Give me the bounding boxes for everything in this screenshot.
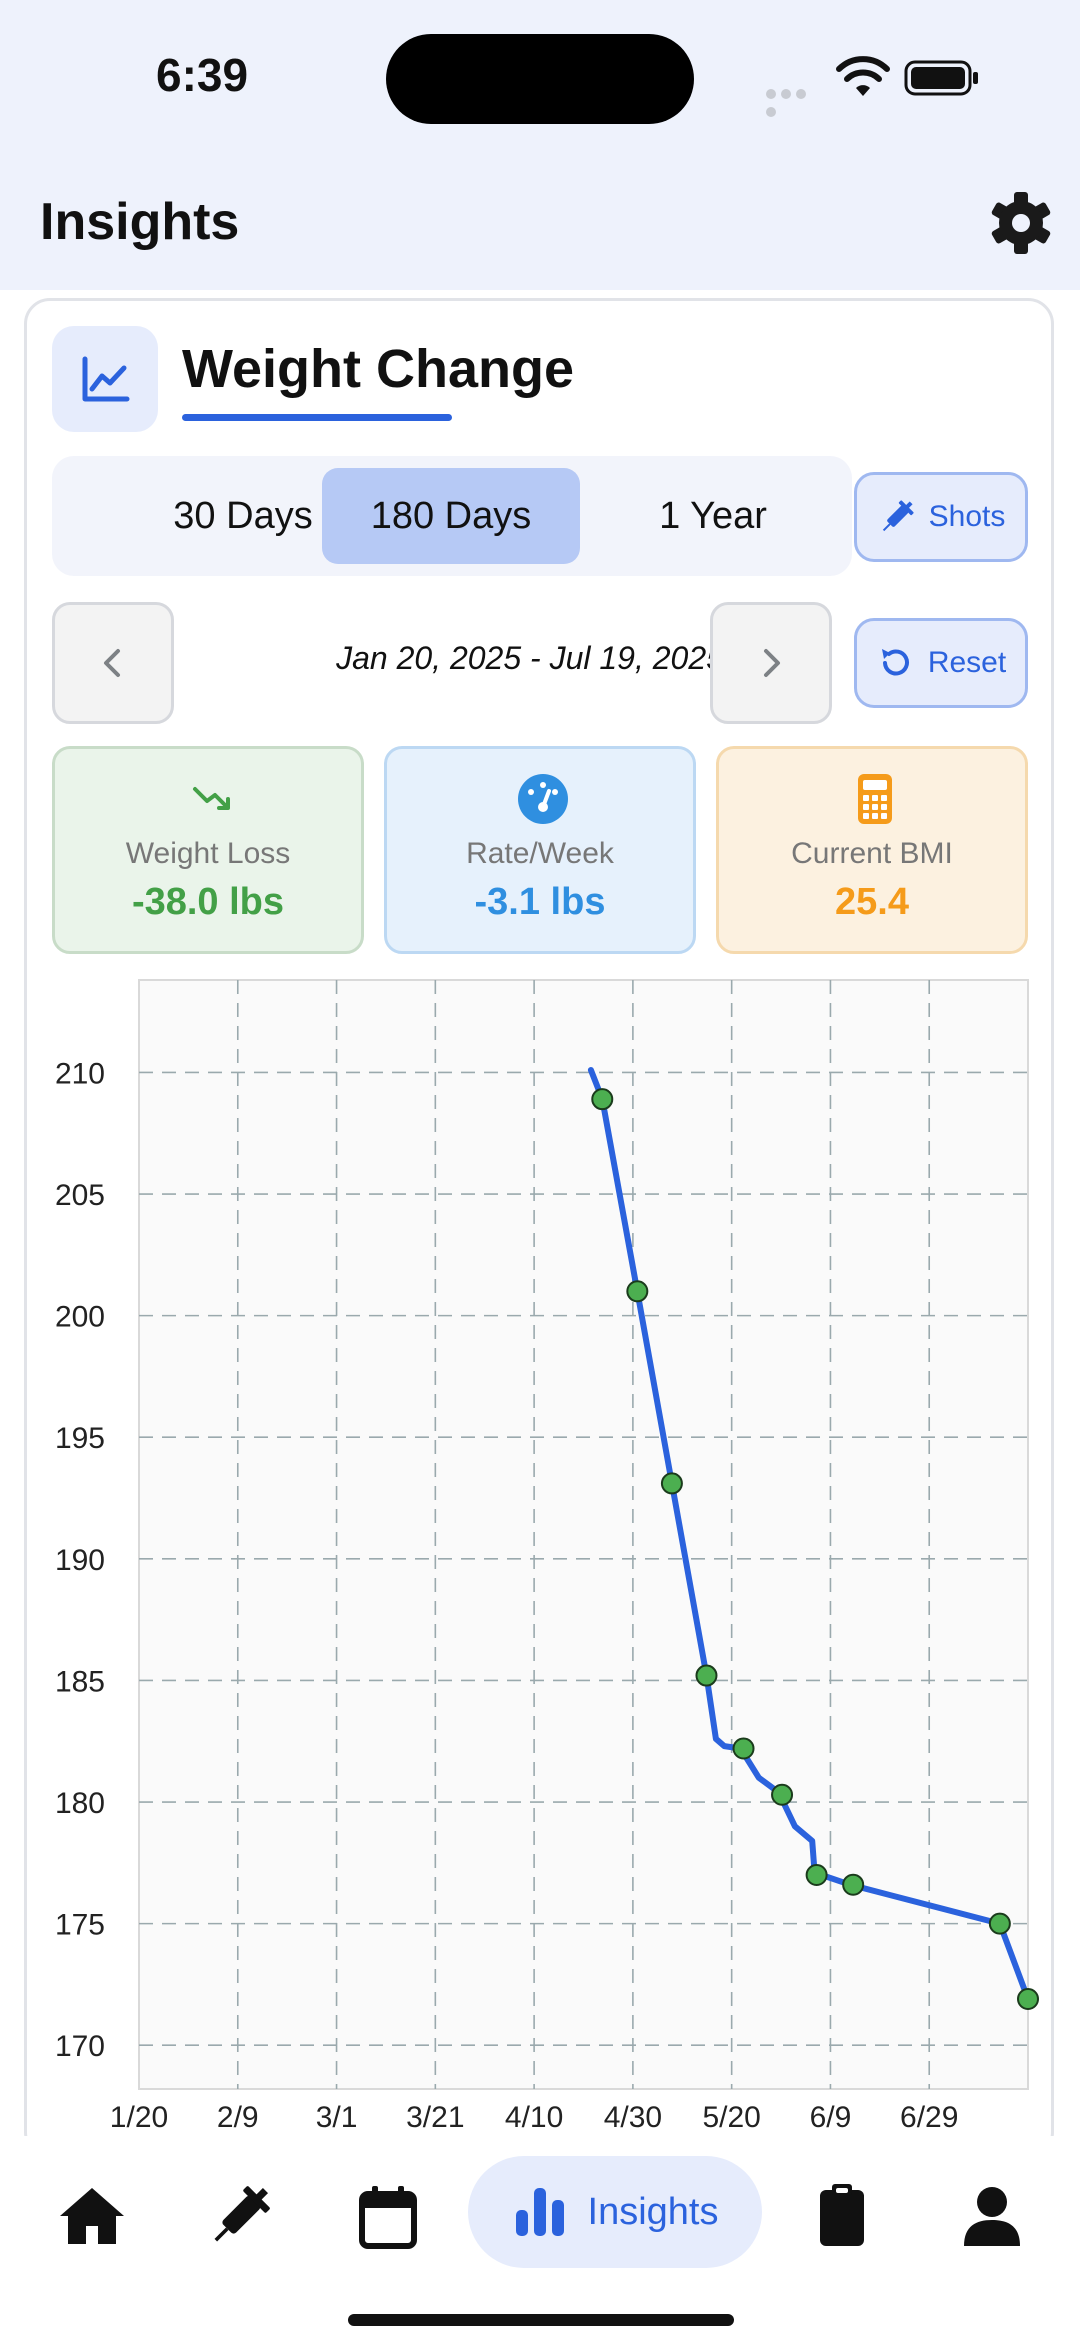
weight-series-line — [587, 1067, 1031, 2002]
card-title: Weight Change — [182, 339, 575, 399]
y-tick-label: 175 — [55, 1909, 105, 1942]
reset-button-label: Reset — [927, 646, 1007, 679]
x-tick-label: 4/30 — [604, 2101, 662, 2134]
data-point — [591, 1088, 614, 1111]
data-point — [695, 1664, 718, 1687]
weight-loss-label: Weight Loss — [125, 837, 291, 870]
calendar-icon — [359, 2186, 417, 2249]
chevron-right-icon — [764, 649, 780, 677]
nav-insights-label: Insights — [587, 2190, 719, 2233]
nav-insights[interactable]: Insights — [468, 2156, 762, 2268]
page-title: Insights — [40, 193, 240, 251]
clipboard-icon — [820, 2184, 864, 2246]
y-tick-label: 185 — [55, 1665, 105, 1698]
next-range-button[interactable] — [710, 602, 832, 724]
reset-icon — [881, 649, 909, 676]
x-tick-label: 1/20 — [110, 2101, 168, 2134]
y-tick-label: 170 — [55, 2030, 105, 2063]
syringe-icon — [882, 500, 914, 532]
y-tick-label: 180 — [55, 1787, 105, 1820]
bmi-value: 25.4 — [835, 881, 909, 923]
signal-dots-icon — [766, 86, 824, 117]
y-tick-label: 195 — [55, 1422, 105, 1455]
data-point — [732, 1737, 755, 1760]
nav-calendar[interactable] — [348, 2176, 428, 2256]
wifi-icon — [836, 56, 890, 96]
x-tick-label: 4/10 — [505, 2101, 563, 2134]
reset-button[interactable]: Reset — [854, 618, 1028, 708]
nav-home[interactable] — [52, 2176, 132, 2256]
rate-card: Rate/Week -3.1 lbs — [384, 746, 696, 954]
y-tick-label: 210 — [55, 1057, 105, 1090]
nav-profile[interactable] — [952, 2176, 1032, 2256]
dynamic-island — [386, 34, 694, 124]
data-point — [1017, 1988, 1039, 2011]
weight-chart: 210 205 200 195 190 185 180 175 170 1/20 2/9 3/1 3/… — [55, 979, 1039, 2134]
nav-logs[interactable] — [802, 2176, 882, 2256]
chevron-left-icon — [104, 649, 120, 677]
app-bar: Insights — [0, 160, 1080, 290]
data-point — [805, 1863, 828, 1886]
bmi-label: Current BMI — [791, 837, 953, 870]
data-point — [626, 1280, 649, 1303]
previous-range-button[interactable] — [52, 602, 174, 724]
data-point — [771, 1783, 794, 1806]
calculator-icon — [858, 774, 892, 824]
range-selector: 30 Days 180 Days 1 Year — [52, 456, 852, 576]
x-tick-label: 6/9 — [810, 2101, 852, 2134]
shots-button-label: Shots — [928, 500, 1006, 533]
x-tick-label: 5/20 — [702, 2101, 760, 2134]
gear-icon[interactable] — [986, 188, 1056, 258]
bottom-nav: Insights — [0, 2136, 1080, 2347]
data-point — [660, 1472, 683, 1495]
status-time: 6:39 — [156, 49, 249, 101]
rate-label: Rate/Week — [466, 837, 614, 870]
status-bar: 6:39 — [0, 0, 1080, 160]
bar-chart-icon — [515, 2188, 564, 2236]
rate-value: -3.1 lbs — [474, 881, 606, 923]
title-underline — [182, 414, 452, 421]
y-tick-label: 205 — [55, 1179, 105, 1212]
x-tick-label: 2/9 — [217, 2101, 259, 2134]
tab-180-days[interactable]: 180 Days — [322, 468, 580, 564]
data-point — [842, 1873, 865, 1896]
bmi-card: Current BMI 25.4 — [716, 746, 1028, 954]
x-tick-label: 3/1 — [316, 2101, 358, 2134]
x-tick-label: 6/29 — [900, 2101, 958, 2134]
header-icon-box — [52, 326, 158, 432]
y-tick-label: 190 — [55, 1544, 105, 1577]
data-point — [988, 1912, 1011, 1935]
x-tick-label: 3/21 — [406, 2101, 464, 2134]
weight-loss-value: -38.0 lbs — [131, 881, 285, 923]
tab-30-days[interactable]: 30 Days — [173, 494, 313, 537]
nav-shots[interactable] — [200, 2176, 280, 2256]
trend-chart-icon — [82, 356, 130, 402]
shots-button[interactable]: Shots — [854, 472, 1028, 562]
plot-area — [138, 979, 1029, 2090]
weight-loss-card: Weight Loss -38.0 lbs — [52, 746, 364, 954]
battery-icon — [904, 60, 978, 96]
gauge-icon — [518, 774, 568, 824]
home-indicator — [348, 2314, 734, 2326]
date-range-label: Jan 20, 2025 - Jul 19, 2025 — [336, 640, 724, 676]
tab-1-year[interactable]: 1 Year — [659, 494, 767, 537]
syringe-icon — [214, 2186, 270, 2242]
trending-down-icon — [193, 787, 230, 810]
home-icon — [60, 2188, 124, 2244]
person-icon — [964, 2187, 1020, 2246]
y-tick-label: 200 — [55, 1301, 105, 1334]
